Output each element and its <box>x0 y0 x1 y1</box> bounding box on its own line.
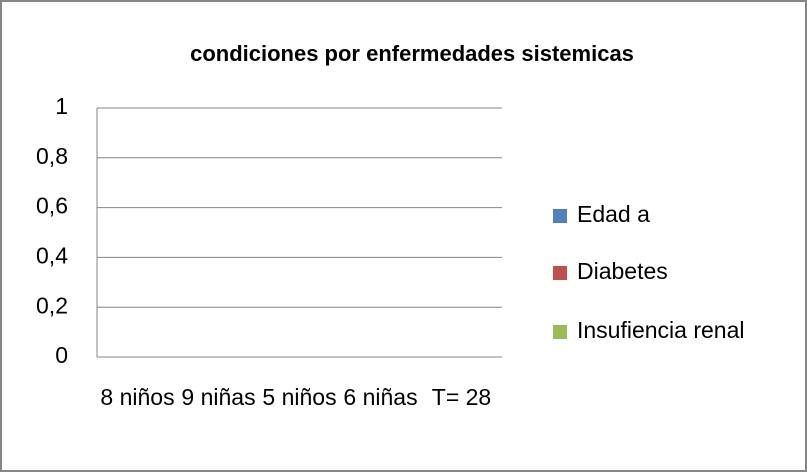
legend-swatch <box>553 209 567 223</box>
x-tick-label: 8 niños <box>100 384 175 410</box>
y-tick-label: 0,8 <box>36 143 68 169</box>
x-tick-label: 5 niños <box>262 384 337 410</box>
y-tick-label: 0,2 <box>36 292 68 318</box>
chart-title: condiciones por enfermedades sistemicas <box>190 41 634 66</box>
legend-label: Diabetes <box>577 258 668 284</box>
x-tick-label: 9 niñas <box>181 384 256 410</box>
y-tick-label: 1 <box>55 93 68 119</box>
y-tick-label: 0,4 <box>36 242 68 268</box>
legend-label: Insufiencia renal <box>577 317 745 343</box>
legend-swatch <box>553 266 567 280</box>
x-tick-label: T= 28 <box>431 384 492 410</box>
y-tick-label: 0,6 <box>36 193 68 219</box>
x-tick-label: 6 niñas <box>343 384 418 410</box>
y-tick-label: 0 <box>55 342 68 368</box>
legend-swatch <box>553 325 567 339</box>
legend-label: Edad a <box>577 201 650 227</box>
